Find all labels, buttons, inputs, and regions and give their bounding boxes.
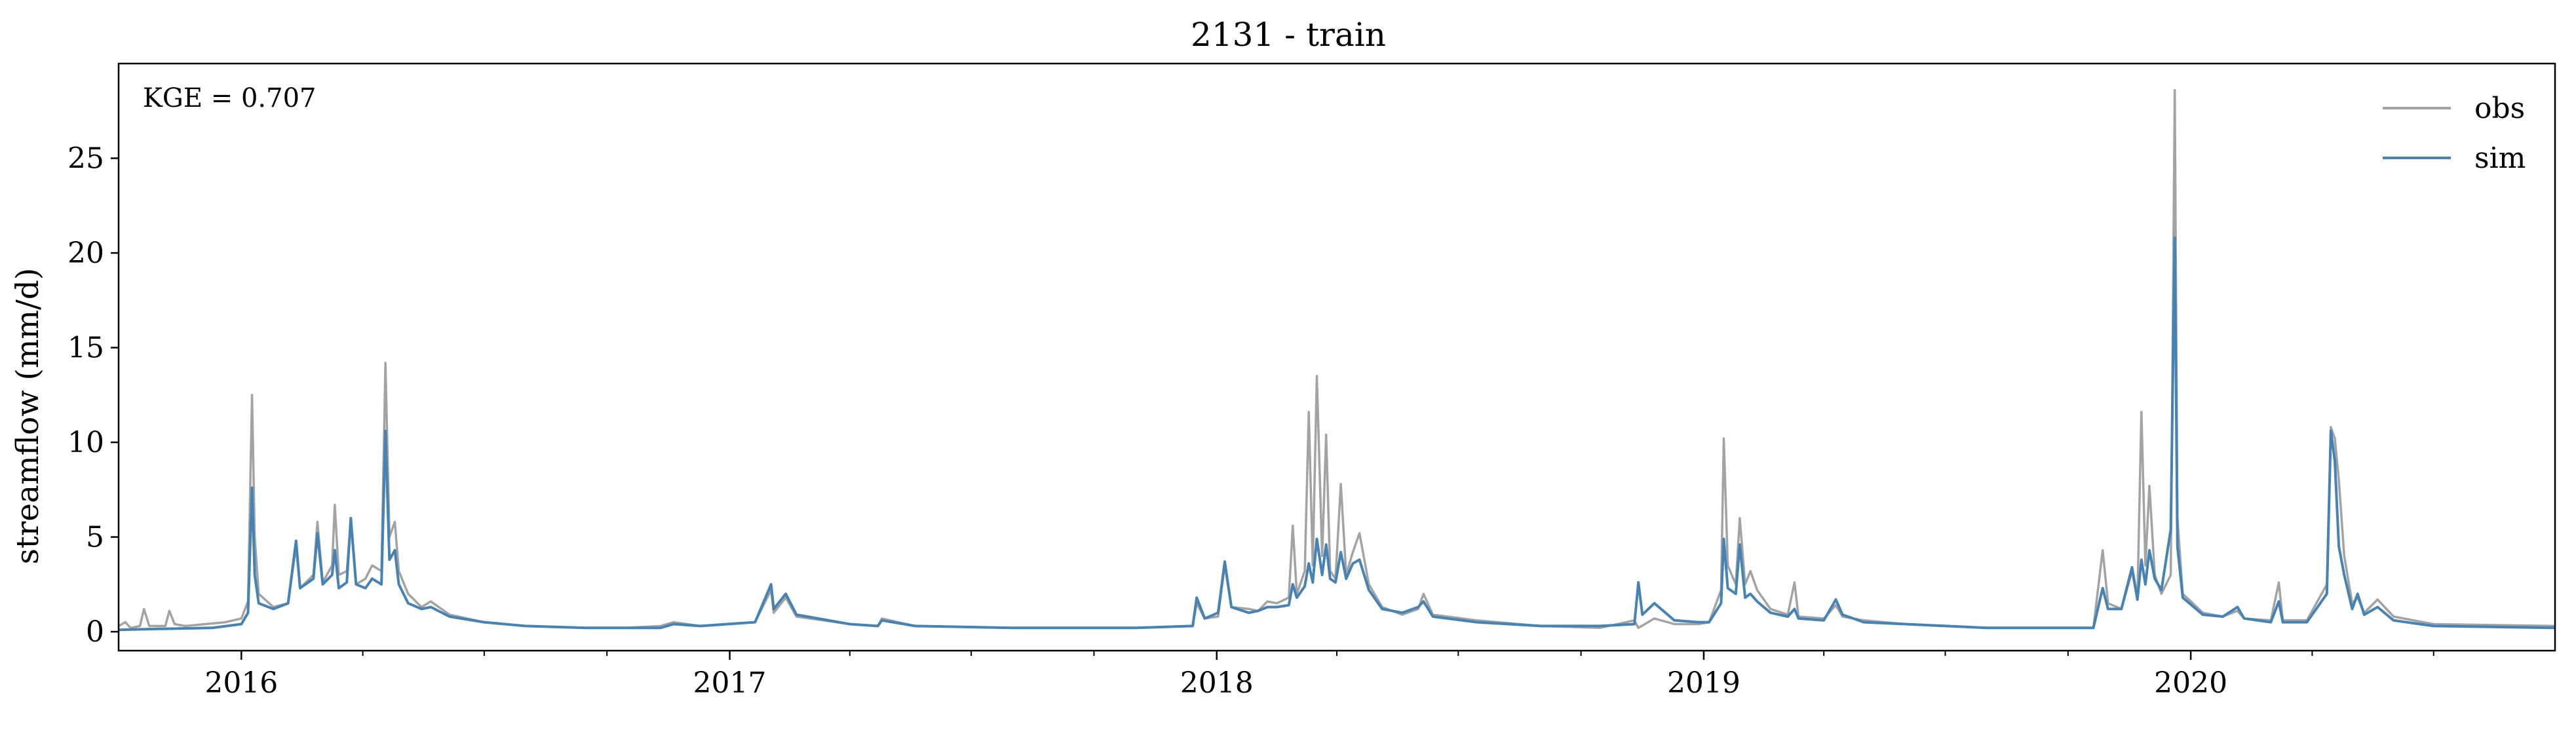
- y-tick-label: 20: [67, 237, 104, 270]
- x-tick-label: 2017: [693, 666, 767, 700]
- series-line-obs: [118, 88, 2556, 630]
- y-tick-label: 10: [67, 426, 104, 459]
- kge-annotation: KGE = 0.707: [143, 83, 317, 113]
- y-tick-label: 0: [86, 615, 104, 649]
- y-axis-label: streamflow (mm/d): [10, 268, 46, 564]
- legend-label-sim: sim: [2474, 142, 2526, 175]
- chart-title: 2131 - train: [1191, 16, 1386, 54]
- series-line-sim: [118, 236, 2556, 632]
- plot-area: [118, 88, 2556, 632]
- x-tick-label: 2019: [1667, 666, 1740, 700]
- x-tick-label: 2018: [1180, 666, 1254, 700]
- y-tick-label: 15: [67, 332, 104, 365]
- x-tick-label: 2016: [204, 666, 278, 700]
- y-tick-label: 5: [86, 521, 104, 554]
- x-tick-label: 2020: [2154, 666, 2227, 700]
- legend: obs sim: [2383, 92, 2526, 175]
- y-tick-label: 25: [67, 142, 104, 176]
- legend-label-obs: obs: [2474, 92, 2525, 125]
